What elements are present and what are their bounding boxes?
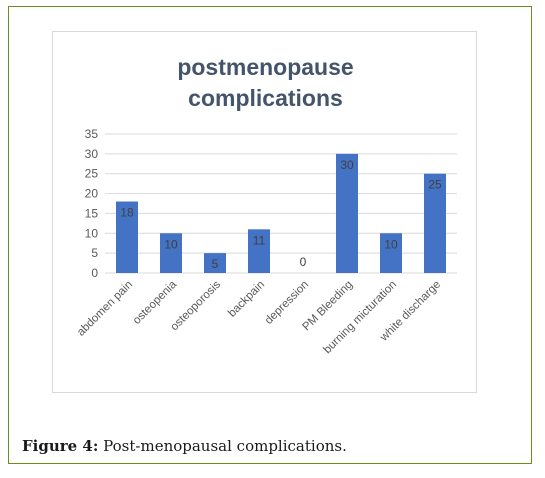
data-label: 10 [384, 237, 398, 251]
data-label: 0 [300, 255, 307, 269]
x-tick-label: osteopenia [131, 278, 180, 327]
chart-area: postmenopause complications 0 5 10 15 20 25 30… [52, 31, 477, 393]
y-tick-label: 25 [85, 167, 99, 181]
x-tick-label: abdomen pain [75, 279, 135, 339]
y-tick-label: 20 [85, 187, 99, 201]
caption-label: Figure 4: [22, 437, 99, 455]
bar [116, 201, 138, 273]
data-label: 10 [164, 237, 178, 251]
data-label: 5 [212, 257, 219, 271]
bar [336, 153, 358, 273]
figure-caption: Figure 4: Post-menopausal complications. [22, 437, 347, 455]
y-tick-label: 15 [85, 206, 99, 220]
chart-title-line2: complications [188, 85, 343, 111]
figure-frame: postmenopause complications 0 5 10 15 20 25 30… [8, 6, 532, 464]
bar [248, 229, 270, 273]
y-tick-label: 35 [85, 127, 99, 141]
bar [204, 253, 226, 273]
x-tick-label: backpain [226, 279, 267, 320]
caption-text: Post-menopausal complications. [98, 437, 347, 455]
y-tick-label: 30 [85, 147, 99, 161]
bar [380, 233, 402, 273]
x-tick-label: depression [263, 279, 311, 327]
y-tick-label: 0 [91, 266, 98, 280]
bar [424, 173, 446, 273]
y-tick-label: 5 [91, 246, 98, 260]
data-label: 11 [253, 233, 266, 247]
data-label: 30 [340, 158, 354, 172]
x-tick-label: burning micturation [321, 279, 399, 357]
bar-chart: 0 5 10 15 20 25 30 35 18 abdomen pain 10 osteopenia… [75, 127, 457, 357]
data-label: 18 [120, 206, 134, 220]
data-label: 25 [428, 178, 442, 192]
y-tick-label: 10 [85, 226, 99, 240]
chart-title-line1: postmenopause [177, 54, 354, 80]
bar [160, 233, 182, 273]
